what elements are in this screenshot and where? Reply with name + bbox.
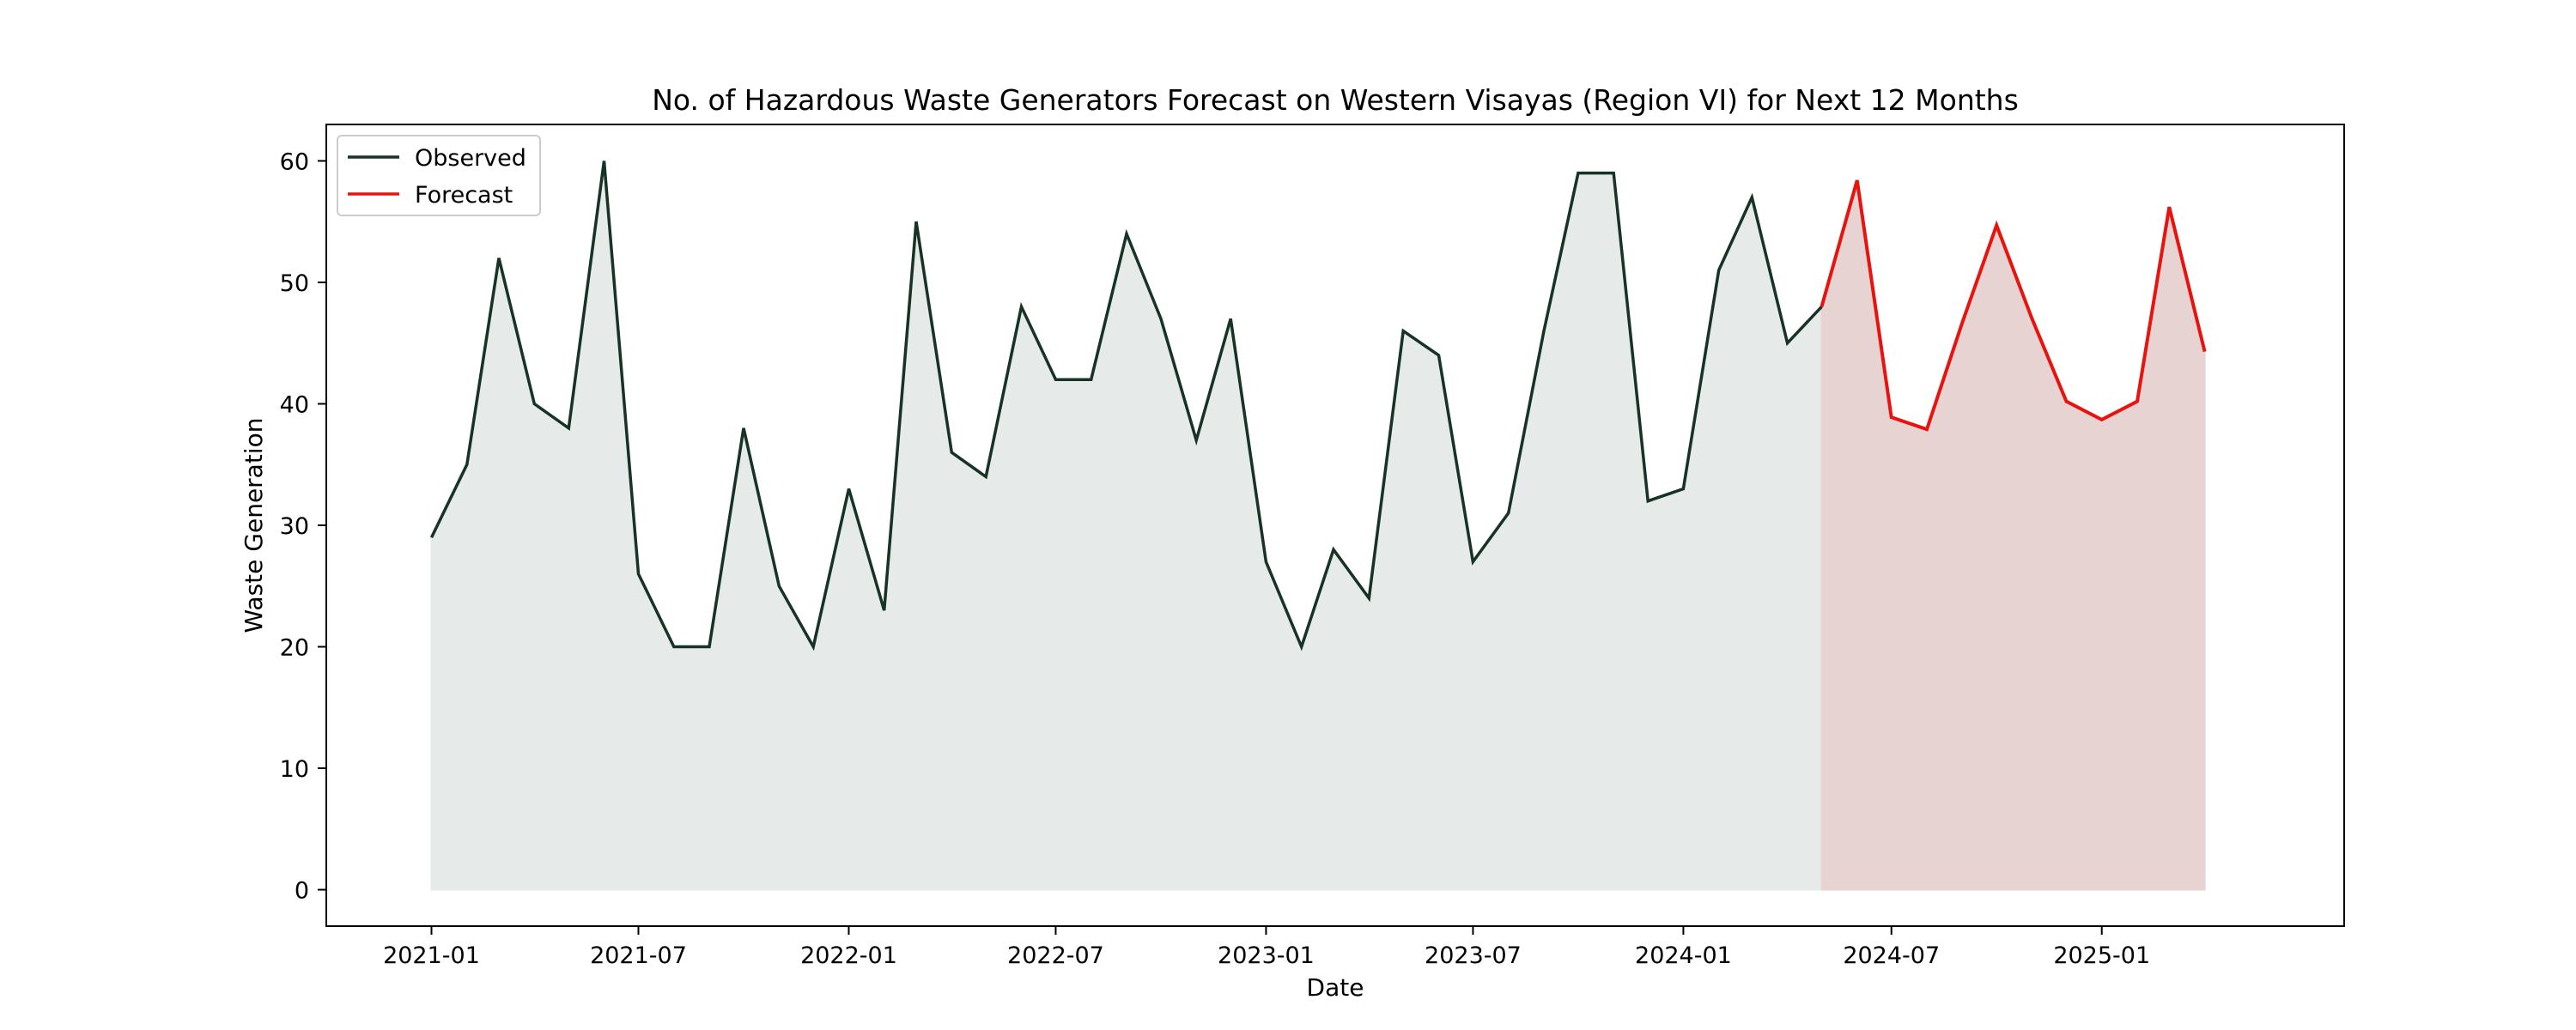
x-tick-label: 2021-07 [590, 942, 687, 969]
observed-area [430, 161, 1823, 891]
legend-observed-label: Observed [415, 145, 526, 172]
series-lines [429, 161, 2207, 651]
observed-line [429, 161, 1823, 651]
y-tick-label: 30 [280, 513, 309, 540]
y-tick-label: 0 [295, 878, 309, 905]
y-tick-label: 40 [280, 391, 309, 418]
y-axis-label: Waste Generation [240, 418, 268, 633]
forecast-line [1820, 179, 2207, 432]
area-fills [430, 161, 2206, 891]
x-tick-label: 2024-01 [1635, 942, 1732, 969]
y-tick-label: 10 [280, 756, 309, 783]
x-tick-label: 2021-01 [383, 942, 480, 969]
x-tick-label: 2022-01 [800, 942, 897, 969]
forecast-area [1820, 179, 2206, 891]
x-tick-label: 2023-07 [1425, 942, 1522, 969]
x-tick-label: 2022-07 [1007, 942, 1104, 969]
y-tick-label: 20 [280, 635, 309, 662]
legend: Observed Forecast [337, 135, 541, 216]
x-axis: 2021-01 2021-07 2022-01 2022-07 2023-01 2023-… [383, 926, 2150, 969]
chart-title: No. of Hazardous Waste Generators Foreca… [652, 83, 2019, 117]
legend-forecast-label: Forecast [415, 182, 513, 209]
x-tick-label: 2025-01 [2053, 942, 2150, 969]
x-tick-label: 2023-01 [1218, 942, 1315, 969]
x-tick-label: 2024-07 [1843, 942, 1940, 969]
x-axis-label: Date [1307, 973, 1364, 1002]
y-tick-label: 50 [280, 270, 309, 297]
y-axis: 0 10 20 30 40 50 60 [280, 148, 326, 905]
y-tick-label: 60 [280, 148, 309, 175]
